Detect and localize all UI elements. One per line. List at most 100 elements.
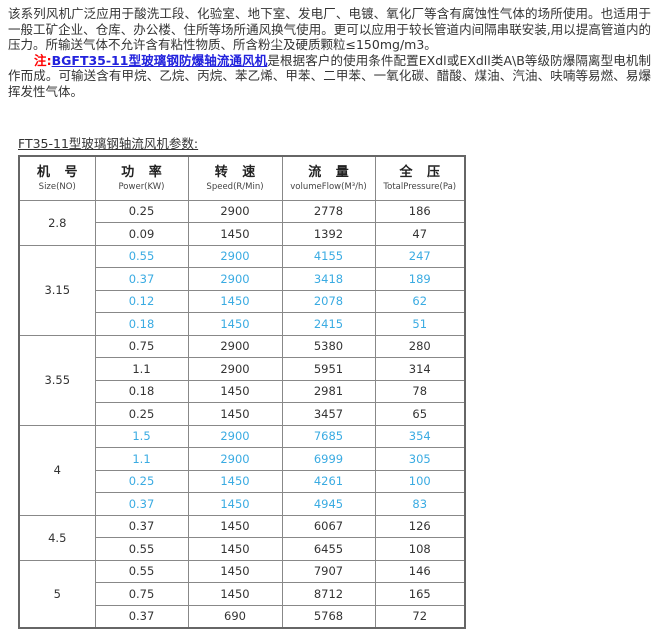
- value-cell: 0.18: [94, 379, 189, 403]
- column-header-3: 流 量 volumeFlow(M³/h): [281, 155, 376, 201]
- value-cell: 0.37: [94, 604, 189, 628]
- table-row: 3.15 0.55 2900 4155 247: [18, 244, 466, 336]
- column-header-en: TotalPressure(Pa): [383, 181, 457, 192]
- column-header-0: 机 号 Size(NO): [18, 155, 96, 201]
- column-header-zh: 机 号: [36, 164, 83, 180]
- value-cell: 7907: [281, 559, 376, 583]
- table-row: 0.12 1450 2078 62: [19, 289, 466, 313]
- value-cell: 1392: [281, 222, 376, 246]
- value-cell: 247: [374, 244, 466, 268]
- value-cell: 108: [374, 537, 466, 561]
- value-cell: 4155: [281, 244, 376, 268]
- value-cell: 0.55: [94, 537, 189, 561]
- value-cell: 0.75: [94, 582, 189, 606]
- value-cell: 186: [374, 199, 466, 223]
- column-header-2: 转 速 Speed(R/Min): [187, 155, 283, 201]
- column-header-en: Power(KW): [118, 181, 165, 192]
- value-cell: 0.55: [94, 559, 189, 583]
- value-cell: 6067: [281, 514, 376, 538]
- value-cell: 4261: [281, 469, 376, 493]
- value-cell: 0.55: [94, 244, 189, 268]
- value-cell: 146: [374, 559, 466, 583]
- value-cell: 1.1: [94, 447, 189, 471]
- value-cell: 6999: [281, 447, 376, 471]
- size-cell: 5: [18, 559, 96, 628]
- table-row: 2.8 0.25 2900 2778 186: [18, 199, 466, 246]
- value-cell: 165: [374, 582, 466, 606]
- value-cell: 314: [374, 357, 466, 381]
- value-cell: 1450: [187, 514, 283, 538]
- note-product-link[interactable]: BGFT35-11型玻璃钢防爆轴流通风机: [51, 52, 268, 68]
- value-cell: 5768: [281, 604, 376, 628]
- table-body: 2.8 0.25 2900 2778 186 0.09 1450 1392 47 3.15 0.55…: [18, 199, 466, 628]
- size-cell: 3.55: [18, 334, 96, 426]
- value-cell: 1450: [187, 379, 283, 403]
- table-row: 0.18 1450 2415 51: [19, 312, 466, 336]
- table-row: 1.1 2900 6999 305: [19, 447, 466, 471]
- size-cell: 4.5: [18, 514, 96, 561]
- value-cell: 72: [374, 604, 466, 628]
- column-header-4: 全 压 TotalPressure(Pa): [374, 155, 466, 201]
- value-cell: 2900: [187, 424, 283, 448]
- table-row: 4 1.5 2900 7685 354: [18, 424, 466, 516]
- value-cell: 2900: [187, 267, 283, 291]
- value-cell: 1450: [187, 559, 283, 583]
- value-cell: 2900: [187, 334, 283, 358]
- value-cell: 2900: [187, 357, 283, 381]
- column-header-en: volumeFlow(M³/h): [290, 181, 367, 192]
- size-cell: 2.8: [18, 199, 96, 246]
- value-cell: 2900: [187, 244, 283, 268]
- value-cell: 83: [374, 492, 466, 516]
- value-cell: 0.37: [94, 267, 189, 291]
- value-cell: 47: [374, 222, 466, 246]
- value-cell: 5380: [281, 334, 376, 358]
- value-cell: 189: [374, 267, 466, 291]
- value-cell: 1450: [187, 402, 283, 426]
- value-cell: 7685: [281, 424, 376, 448]
- value-cell: 100: [374, 469, 466, 493]
- params-table: 机 号 Size(NO) 功 率 Power(KW) 转 速 Speed(R/Min) 流 …: [18, 155, 466, 629]
- note-label: 注:: [34, 52, 52, 68]
- table-row: 4.5 0.37 1450 6067 126: [18, 514, 466, 561]
- table-row: 0.55 1450 6455 108: [19, 537, 466, 561]
- value-cell: 305: [374, 447, 466, 471]
- value-cell: 0.18: [94, 312, 189, 336]
- table-row: 1.1 2900 5951 314: [19, 357, 466, 381]
- table-row: 0.25 1450 3457 65: [19, 402, 466, 426]
- intro-paragraph: 该系列风机广泛应用于酸洗工段、化验室、地下室、发电厂、电镀、氧化厂等含有腐蚀性气…: [8, 6, 651, 52]
- value-cell: 1450: [187, 222, 283, 246]
- table-row: 0.18 1450 2981 78: [19, 379, 466, 403]
- value-cell: 0.25: [94, 402, 189, 426]
- table-row: 3.55 0.75 2900 5380 280: [18, 334, 466, 426]
- value-cell: 62: [374, 289, 466, 313]
- value-cell: 2778: [281, 199, 376, 223]
- value-cell: 0.37: [94, 492, 189, 516]
- value-cell: 8712: [281, 582, 376, 606]
- column-header-en: Size(NO): [38, 181, 76, 192]
- value-cell: 2078: [281, 289, 376, 313]
- column-header-en: Speed(R/Min): [206, 181, 264, 192]
- table-row: 0.37 1450 4945 83: [19, 492, 466, 516]
- column-header-zh: 流 量: [308, 164, 354, 180]
- value-cell: 1450: [187, 469, 283, 493]
- value-cell: 2900: [187, 447, 283, 471]
- value-cell: 280: [374, 334, 466, 358]
- table-row: 5 0.55 1450 7907 146: [18, 559, 466, 628]
- value-cell: 2981: [281, 379, 376, 403]
- table-title: FT35-11型玻璃钢轴流风机参数:: [18, 136, 199, 151]
- value-cell: 1450: [187, 289, 283, 313]
- value-cell: 0.25: [94, 199, 189, 223]
- value-cell: 0.25: [94, 469, 189, 493]
- table-head: 机 号 Size(NO) 功 率 Power(KW) 转 速 Speed(R/Min) 流 …: [18, 155, 466, 201]
- value-cell: 354: [374, 424, 466, 448]
- value-cell: 0.37: [94, 514, 189, 538]
- column-header-zh: 功 率: [121, 164, 167, 180]
- table-row: 0.09 1450 1392 47: [19, 222, 466, 246]
- value-cell: 0.12: [94, 289, 189, 313]
- size-cell: 4: [18, 424, 96, 516]
- value-cell: 1450: [187, 582, 283, 606]
- value-cell: 2900: [187, 199, 283, 223]
- value-cell: 3457: [281, 402, 376, 426]
- value-cell: 6455: [281, 537, 376, 561]
